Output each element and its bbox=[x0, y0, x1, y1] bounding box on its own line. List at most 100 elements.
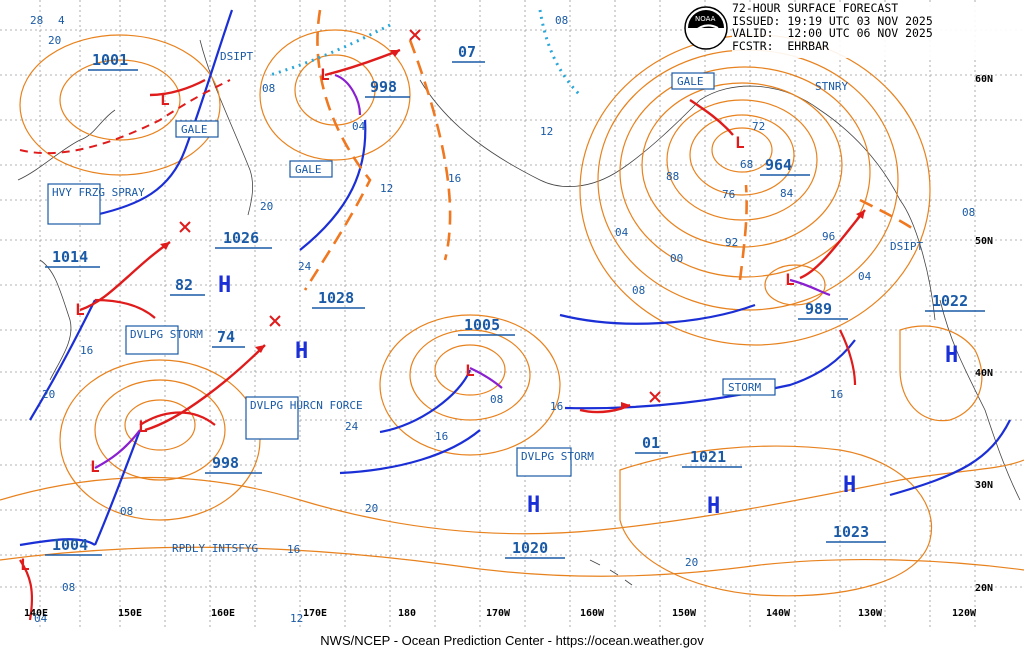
low-marker: L bbox=[75, 300, 85, 319]
isobar-label: 24 bbox=[298, 260, 312, 273]
stationary-label: STNRY bbox=[815, 80, 848, 93]
pressure-value: 1021 bbox=[690, 448, 726, 466]
isobar-label: 24 bbox=[345, 420, 359, 433]
forecast-header: 72-HOUR SURFACE FORECAST ISSUED: 19:19 U… bbox=[732, 2, 1022, 58]
dissipating-label: DSIPT bbox=[220, 50, 253, 63]
isobar-label: 08 bbox=[120, 505, 133, 518]
lon-label: 140W bbox=[766, 608, 791, 619]
forecaster: FCSTR: EHRBAR bbox=[732, 38, 829, 53]
lon-label: 170W bbox=[486, 608, 511, 619]
isobar-label: 20 bbox=[685, 556, 698, 569]
pressure-value: 1001 bbox=[92, 51, 128, 69]
isobar-label: 08 bbox=[632, 284, 645, 297]
storm-tracks bbox=[79, 48, 866, 432]
isobar-label: 28 bbox=[30, 14, 43, 27]
high-marker: H bbox=[945, 343, 958, 368]
isobar-label: 12 bbox=[290, 612, 303, 625]
isobar-label: 08 bbox=[62, 581, 75, 594]
pressure-value: 1022 bbox=[932, 292, 968, 310]
isobar-label: 20 bbox=[42, 388, 55, 401]
isobar-label: 20 bbox=[48, 34, 61, 47]
isobar-label: 04 bbox=[34, 612, 48, 625]
isobar-label: 08 bbox=[962, 206, 975, 219]
surface-forecast-map: L L L L L L L L L H H H H H H 1001 1014 … bbox=[0, 0, 1024, 630]
isobar-label: 08 bbox=[262, 82, 275, 95]
high-marker: H bbox=[843, 473, 856, 498]
high-marker: H bbox=[218, 273, 231, 298]
lon-label: 150E bbox=[118, 608, 142, 619]
track-arrowheads bbox=[160, 50, 865, 410]
isobar-label: 88 bbox=[666, 170, 679, 183]
gale-warning-label: GALE bbox=[295, 163, 322, 176]
low-marker: L bbox=[785, 270, 795, 289]
isobar-label: 16 bbox=[830, 388, 843, 401]
isobar-label: 08 bbox=[555, 14, 568, 27]
pressure-value: 1023 bbox=[833, 523, 869, 541]
isobar-label: 20 bbox=[260, 200, 273, 213]
lon-label: 160E bbox=[211, 608, 235, 619]
pressure-value: 1014 bbox=[52, 248, 88, 266]
issued-time: ISSUED: 19:19 UTC 03 NOV 2025 bbox=[732, 13, 933, 28]
lat-label: 60N bbox=[975, 74, 993, 85]
lon-label: 170E bbox=[303, 608, 327, 619]
low-marker: L bbox=[320, 65, 330, 84]
isobar-label: 12 bbox=[540, 125, 553, 138]
isobar-label: 00 bbox=[670, 252, 683, 265]
isobar-label: 96 bbox=[822, 230, 835, 243]
low-marker: L bbox=[20, 555, 30, 574]
pressure-value: 82 bbox=[175, 276, 193, 294]
freezing-spray-boundary bbox=[19, 79, 231, 155]
isobar-label: 20 bbox=[365, 502, 378, 515]
lon-label: 120W bbox=[952, 608, 977, 619]
pressure-value: 989 bbox=[805, 300, 832, 318]
high-marker: H bbox=[527, 493, 540, 518]
low-marker: L bbox=[735, 133, 745, 152]
gale-warning-label: GALE bbox=[181, 123, 208, 136]
isobar-label: 72 bbox=[752, 120, 765, 133]
rapidly-intensifying-label: RPDLY INTSFYG bbox=[172, 542, 258, 555]
developing-storm-label: DVLPG STORM bbox=[521, 450, 594, 463]
lat-lon-grid bbox=[0, 0, 1024, 630]
lon-label: 150W bbox=[672, 608, 697, 619]
isobar-label: 4 bbox=[58, 14, 65, 27]
low-marker: L bbox=[90, 457, 100, 476]
pressure-value: 998 bbox=[212, 454, 239, 472]
lat-label: 20N bbox=[975, 583, 993, 594]
lon-label: 160W bbox=[580, 608, 605, 619]
pressure-value: 964 bbox=[765, 156, 792, 174]
pressure-value: 1028 bbox=[318, 289, 354, 307]
occluded-fronts bbox=[94, 73, 831, 469]
latitude-labels: 60N 50N 40N 30N 20N bbox=[975, 74, 993, 594]
lon-label: 130W bbox=[858, 608, 883, 619]
dissipating-label: DSIPT bbox=[890, 240, 923, 253]
noaa-logo: NOAA bbox=[684, 6, 728, 50]
low-centers: L L L L L L L L L bbox=[20, 65, 795, 574]
lat-label: 50N bbox=[975, 236, 993, 247]
ice-edge bbox=[269, 9, 582, 97]
isobar-label: 16 bbox=[287, 543, 300, 556]
isobars bbox=[0, 29, 1024, 597]
isobar-label: 16 bbox=[435, 430, 448, 443]
isobar-label: 04 bbox=[352, 120, 366, 133]
pressure-value: 1020 bbox=[512, 539, 548, 557]
isobar-label: 16 bbox=[550, 400, 563, 413]
isobar-label: 68 bbox=[740, 158, 753, 171]
pressure-value: 1026 bbox=[223, 229, 259, 247]
footer-credit: NWS/NCEP - Ocean Prediction Center - htt… bbox=[320, 633, 704, 648]
isobar-labels: 28 4 20 08 04 12 16 20 24 04 00 08 72 68… bbox=[30, 14, 975, 625]
pressure-value: 74 bbox=[217, 328, 235, 346]
isobar-label: 12 bbox=[380, 182, 393, 195]
noaa-logo-text: NOAA bbox=[695, 15, 716, 23]
pressure-value: 07 bbox=[458, 43, 476, 61]
valid-time: VALID: 12:00 UTC 06 NOV 2025 bbox=[732, 26, 933, 40]
forecast-title: 72-HOUR SURFACE FORECAST bbox=[732, 1, 899, 15]
low-marker: L bbox=[160, 90, 170, 109]
pressure-values: 1001 1014 1026 998 07 1028 1005 964 989 … bbox=[45, 43, 985, 559]
isobar-label: 16 bbox=[80, 344, 93, 357]
isobar-label: 84 bbox=[780, 187, 794, 200]
coastlines bbox=[17, 39, 1021, 586]
freezing-spray-label: HVY FRZG SPRAY bbox=[52, 186, 145, 199]
isobar-label: 92 bbox=[725, 236, 738, 249]
longitude-labels: 140E 150E 160E 170E 180 170W 160W 150W 1… bbox=[24, 608, 977, 619]
high-marker: H bbox=[295, 339, 308, 364]
